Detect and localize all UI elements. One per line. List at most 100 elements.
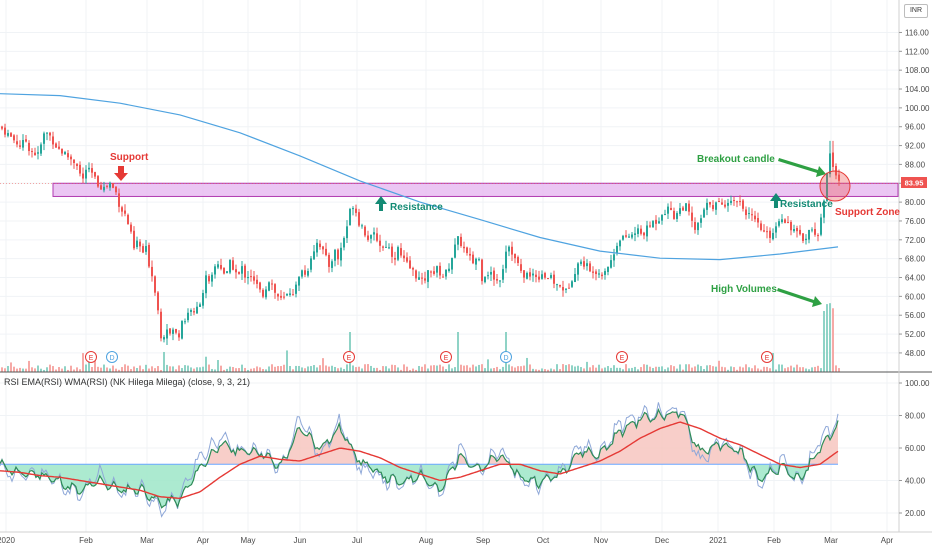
volume-bar	[175, 369, 177, 372]
volume-bar	[208, 364, 210, 372]
support-zone-annotation: Support Zone	[819, 170, 900, 218]
candle-body	[817, 235, 819, 237]
x-tick-label: Apr	[197, 536, 210, 545]
event-marker-icon[interactable]	[440, 351, 452, 363]
candle-body	[454, 244, 456, 258]
volume-bar	[676, 368, 678, 372]
candle-body	[685, 203, 687, 211]
volume-bar	[499, 369, 501, 372]
volume-bar	[826, 304, 828, 372]
volume-bar	[526, 357, 528, 372]
candle-body	[274, 284, 276, 293]
volume-bar	[574, 366, 576, 372]
candle-body	[64, 152, 66, 155]
volume-bar	[382, 366, 384, 372]
volume-bar	[127, 365, 129, 372]
volume-bar	[688, 364, 690, 372]
volume-bar	[577, 365, 579, 372]
volume-bar	[493, 368, 495, 372]
moving-average-layer	[0, 93, 839, 261]
candle-body	[28, 142, 30, 152]
volume-bar	[460, 364, 462, 372]
volume-bar	[76, 367, 78, 372]
candle-body	[151, 266, 153, 277]
candle-body	[496, 279, 498, 281]
currency-badge[interactable]: INR	[904, 4, 928, 18]
volume-bar	[784, 368, 786, 372]
candle-body	[115, 186, 117, 193]
volume-bar	[667, 367, 669, 372]
volume-bar	[106, 367, 108, 372]
volume-bar	[379, 369, 381, 372]
candle-body	[775, 226, 777, 233]
volume-bar	[790, 365, 792, 372]
volume-bar	[307, 366, 309, 372]
volume-bar	[130, 369, 132, 372]
candle-body	[748, 213, 750, 215]
volume-bar	[616, 367, 618, 372]
candle-body	[214, 266, 216, 275]
volume-bar	[589, 367, 591, 372]
volume-bar	[325, 365, 327, 372]
candle-body	[154, 276, 156, 293]
candle-body	[460, 236, 462, 247]
volume-bar	[829, 303, 831, 372]
event-marker-icon[interactable]	[500, 351, 512, 363]
volume-bar	[622, 369, 624, 372]
price-axis[interactable]: 48.00 52.00 56.00 60.00 64.00 68.00 72.00 76.00…	[899, 28, 930, 358]
candle-body	[421, 277, 423, 279]
y-tick-label: 20.00	[905, 509, 926, 518]
time-axis[interactable]: 2020 Feb Mar Apr May Jun Jul Aug Sep Oct Nov Dec 202…	[0, 536, 894, 545]
event-marker-icon[interactable]	[85, 351, 97, 363]
volume-bar	[163, 351, 165, 372]
candle-body	[736, 201, 738, 203]
support-annotation: Support	[110, 152, 149, 181]
volume-bar	[214, 369, 216, 372]
volume-bar	[706, 365, 708, 372]
volume-bar	[802, 367, 804, 372]
candle-body	[766, 231, 768, 233]
candle-body	[721, 202, 723, 205]
candle-body	[283, 296, 285, 298]
candle-body	[709, 202, 711, 205]
volume-bar	[478, 364, 480, 372]
indicator-legend[interactable]: RSI EMA(RSI) WMA(RSI) (NK Hilega Milega)…	[4, 377, 251, 387]
volume-bar	[481, 364, 483, 372]
event-marker-icon[interactable]	[106, 351, 118, 363]
volume-bar	[649, 366, 651, 372]
volume-bar	[124, 364, 126, 372]
volume-bar	[796, 364, 798, 372]
volume-bar	[571, 365, 573, 372]
volume-bar	[517, 366, 519, 372]
candle-body	[529, 272, 531, 277]
candle-body	[232, 260, 234, 270]
volume-bar	[370, 365, 372, 372]
candle-body	[661, 214, 663, 221]
candle-body	[463, 246, 465, 249]
candle-body	[259, 282, 261, 290]
event-marker-icon[interactable]	[761, 351, 773, 363]
candle-body	[769, 230, 771, 238]
y-tick-label: 68.00	[905, 255, 926, 264]
candle-body	[592, 271, 594, 273]
y-tick-label: 52.00	[905, 330, 926, 339]
volume-bar	[529, 364, 531, 372]
volume-bar	[514, 367, 516, 372]
candle-body	[70, 156, 72, 160]
candle-body	[139, 241, 141, 247]
volume-bar	[751, 368, 753, 372]
candle-body	[37, 152, 39, 154]
candle-body	[88, 167, 90, 170]
volume-bar	[562, 364, 564, 372]
candle-body	[829, 153, 831, 175]
candle-body	[394, 257, 396, 260]
candle-body	[127, 214, 129, 224]
event-marker-icon[interactable]	[616, 351, 628, 363]
rsi-axis[interactable]: 20.00 40.00 60.00 80.00 100.00	[899, 379, 930, 518]
candle-body	[34, 152, 36, 156]
volume-bar	[697, 364, 699, 372]
candle-body	[271, 283, 273, 285]
event-marker-icon[interactable]	[343, 351, 355, 363]
candle-body	[712, 205, 714, 210]
